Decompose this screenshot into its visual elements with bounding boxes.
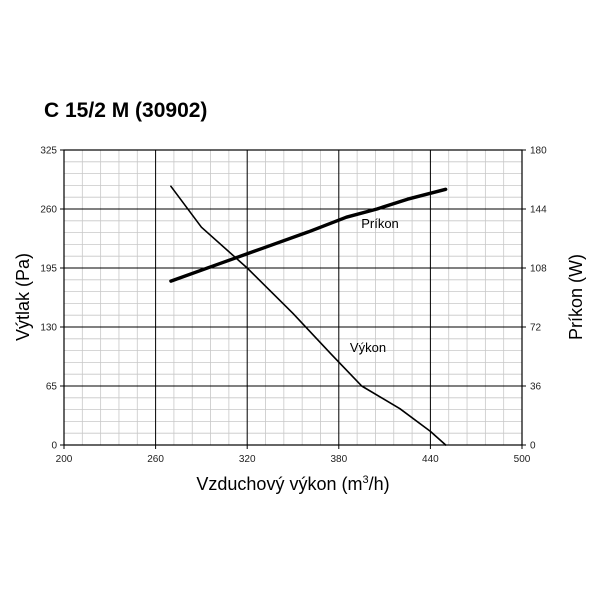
series-line-prikon <box>169 187 448 283</box>
y-right-tick-label: 144 <box>530 205 547 216</box>
grid-layer <box>64 150 522 445</box>
series-layer <box>169 185 448 446</box>
x-tick-label: 260 <box>147 454 164 465</box>
series-line-vykon <box>170 185 447 446</box>
chart-title: C 15/2 M (30902) <box>44 99 208 122</box>
y-left-tick-label: 260 <box>40 205 57 216</box>
y-right-tick-label: 0 <box>530 441 536 452</box>
series-label-vykon: Výkon <box>350 340 386 355</box>
x-tick-label: 320 <box>239 454 256 465</box>
y-right-tick-label: 72 <box>530 323 542 334</box>
y-axis-right-title: Príkon (W) <box>566 254 586 340</box>
x-tick-label: 440 <box>422 454 439 465</box>
y-left-tick-label: 65 <box>46 382 58 393</box>
y-left-tick-label: 325 <box>40 146 57 157</box>
series-label-prikon: Príkon <box>361 216 399 231</box>
x-axis-title: Vzduchový výkon (m3/h) <box>196 474 389 494</box>
labels-layer: 200 260 320 380 440 500 0 65 130 195 260 325 0 36 72 10… <box>40 146 547 466</box>
y-axis-left-title: Výtlak (Pa) <box>13 253 33 341</box>
y-left-tick-label: 0 <box>51 441 57 452</box>
y-right-tick-label: 108 <box>530 264 547 275</box>
y-right-tick-label: 180 <box>530 146 547 157</box>
x-tick-label: 500 <box>514 454 531 465</box>
y-right-tick-label: 36 <box>530 382 542 393</box>
x-tick-label: 200 <box>56 454 73 465</box>
ticks-layer <box>60 149 526 449</box>
plot-area-border <box>63 149 523 446</box>
y-left-tick-label: 130 <box>40 323 57 334</box>
x-tick-label: 380 <box>330 454 347 465</box>
y-left-tick-label: 195 <box>40 264 57 275</box>
